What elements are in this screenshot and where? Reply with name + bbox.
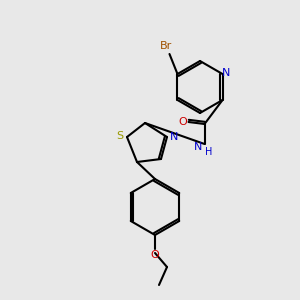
Text: O: O bbox=[151, 250, 159, 260]
Text: Br: Br bbox=[160, 41, 172, 51]
Text: N: N bbox=[170, 132, 178, 142]
Text: N: N bbox=[194, 142, 203, 152]
Text: O: O bbox=[178, 117, 187, 127]
Text: S: S bbox=[116, 131, 124, 141]
Text: H: H bbox=[205, 147, 212, 157]
Text: N: N bbox=[222, 68, 231, 78]
